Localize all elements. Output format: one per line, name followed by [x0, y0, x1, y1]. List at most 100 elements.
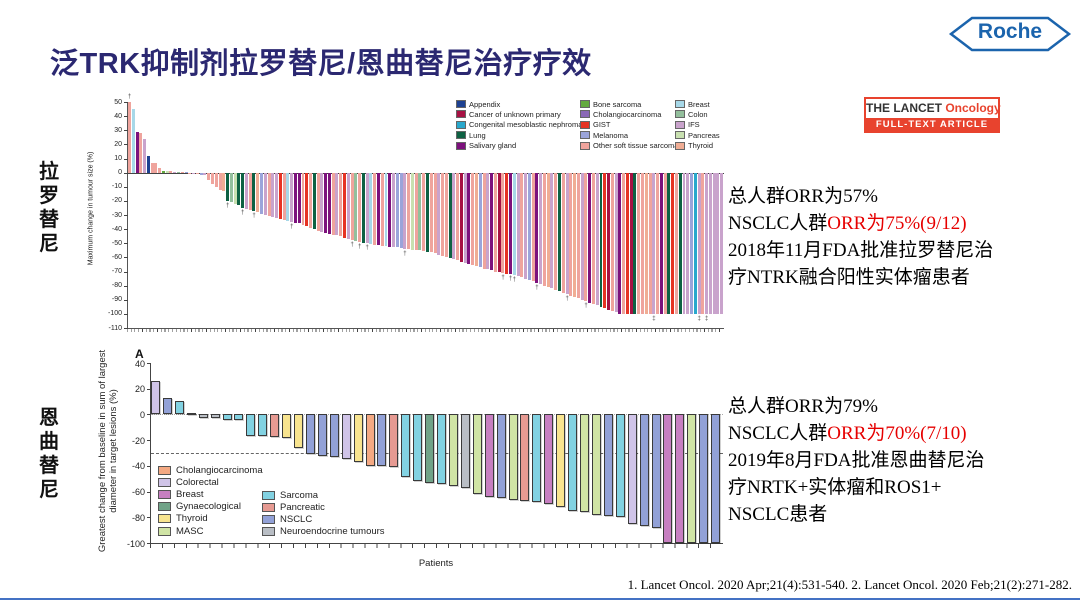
waterfall-bar — [595, 172, 599, 306]
waterfall-bar — [403, 172, 407, 249]
bottom-divider — [0, 598, 1080, 600]
roche-hexagon-icon — [948, 16, 1072, 52]
legend-label: Salivary gland — [469, 141, 517, 151]
y-tick-label: -20 — [111, 197, 122, 205]
waterfall-bar — [341, 414, 351, 460]
waterfall-bar — [309, 172, 313, 228]
legend-item: Pancreatic — [262, 501, 385, 513]
legend-item: Colon — [675, 109, 720, 119]
y-tick-label: -70 — [111, 268, 122, 275]
legend-label: Gynaecological — [176, 501, 241, 513]
waterfall-bar — [493, 172, 497, 272]
waterfall-bar — [671, 172, 675, 314]
legend-label: Colorectal — [176, 476, 219, 488]
waterfall-bar — [437, 414, 447, 484]
waterfall-bar — [687, 414, 697, 543]
waterfall-bar — [275, 172, 279, 218]
waterfall-bar — [618, 172, 622, 314]
waterfall-bar — [580, 172, 584, 300]
waterfall-bar — [222, 414, 232, 420]
footnote-marker: ‡ — [705, 315, 709, 322]
waterfall-bar — [520, 414, 530, 501]
legend-item: Congenital mesoblastic nephroma — [456, 120, 582, 130]
waterfall-bar — [234, 414, 244, 421]
entre-nsclc-orr-red: ORR为70%(7/10) — [827, 423, 967, 444]
legend-label: Thyroid — [688, 141, 714, 151]
lancet-oncology: Oncology — [945, 101, 1001, 115]
y-tick-label: -100 — [126, 538, 145, 549]
citation: 1. Lancet Oncol. 2020 Apr;21(4):531-540.… — [627, 577, 1072, 592]
laro-nsclc-label: NSCLC人群 — [728, 213, 828, 234]
waterfall-bar — [320, 172, 324, 232]
waterfall-bar — [327, 172, 331, 235]
top-chart-y-axis-label: Maximum change in tumour size (%) — [87, 151, 95, 266]
waterfall-bar — [350, 172, 354, 241]
footnote-marker: † — [565, 296, 569, 303]
waterfall-bar — [128, 102, 131, 173]
entre-fda-line1: 2019年8月FDA批准恩曲替尼治 — [728, 450, 985, 471]
waterfall-bar — [558, 172, 561, 292]
legend-swatch — [580, 131, 590, 140]
footnote-marker: † — [535, 284, 539, 291]
legend-item: Cholangiocarcinoma — [580, 109, 678, 119]
y-tick-label: -60 — [131, 487, 145, 498]
waterfall-bar — [637, 172, 641, 314]
legend-label: Neuroendocrine tumours — [280, 526, 385, 538]
footnote-marker: † — [403, 250, 407, 257]
waterfall-bar — [258, 414, 268, 437]
waterfall-bar — [614, 172, 618, 313]
legend-label: Cancer of unknown primary — [469, 109, 561, 119]
footnote-marker: † — [290, 224, 294, 231]
waterfall-bar — [339, 172, 343, 237]
waterfall-bar — [599, 172, 603, 307]
legend-item: GIST — [580, 120, 678, 130]
y-tick-mark — [147, 414, 151, 416]
y-tick-label: -10 — [111, 183, 122, 191]
y-tick-label: 40 — [134, 358, 145, 369]
y-tick-mark — [124, 229, 128, 231]
waterfall-bar — [441, 172, 445, 256]
legend-item: MASC — [158, 525, 263, 537]
waterfall-bar — [237, 172, 241, 206]
waterfall-bar — [316, 172, 320, 231]
laro-fda-line2: 疗NTRK融合阳性实体瘤患者 — [728, 267, 970, 288]
waterfall-bar — [639, 414, 649, 527]
waterfall-bar — [317, 414, 327, 457]
legend-swatch — [262, 490, 275, 500]
waterfall-bar — [392, 172, 396, 248]
legend-label: Appendix — [469, 99, 501, 109]
legend-label: NSCLC — [280, 513, 313, 525]
annotation-larotrectinib: 总人群ORR为57% NSCLC人群ORR为75%(9/12) 2018年11月… — [728, 183, 1078, 291]
footnote-marker: † — [512, 277, 516, 284]
drug-label-entrectinib: 恩曲替尼 — [39, 407, 59, 501]
legend-label: Colon — [688, 109, 708, 119]
waterfall-bar — [429, 172, 433, 253]
y-tick-mark — [124, 285, 128, 287]
waterfall-bar — [184, 172, 188, 173]
entre-fda-line3: NSCLC患者 — [728, 504, 828, 525]
waterfall-bar — [712, 172, 716, 314]
waterfall-bar — [192, 172, 196, 174]
laro-orr-total: 总人群ORR为57% — [728, 186, 878, 207]
waterfall-bar — [256, 172, 260, 213]
y-tick-label: -40 — [111, 225, 122, 233]
legend-label: Breast — [688, 99, 710, 109]
waterfall-bar — [580, 414, 590, 513]
y-tick-mark — [124, 243, 128, 245]
legend-item: Sarcoma — [262, 489, 385, 501]
y-tick-label: 30 — [114, 126, 122, 134]
waterfall-bar — [180, 172, 184, 173]
waterfall-bar — [554, 172, 558, 290]
waterfall-bar — [376, 172, 380, 246]
footnote-marker: † — [501, 274, 505, 281]
waterfall-bar — [294, 414, 304, 448]
waterfall-bar — [674, 172, 678, 314]
annotation-entrectinib: 总人群ORR为79% NSCLC人群ORR为70%(7/10) 2019年8月F… — [728, 393, 1078, 528]
waterfall-bar — [377, 414, 387, 467]
waterfall-bar — [573, 172, 577, 297]
legend-swatch — [675, 110, 685, 119]
bottom-y-label-line1: Greatest change from baseline in sum of … — [97, 349, 108, 553]
waterfall-bar — [263, 172, 267, 215]
legend-swatch — [262, 514, 275, 524]
footnote-marker: † — [225, 202, 230, 209]
